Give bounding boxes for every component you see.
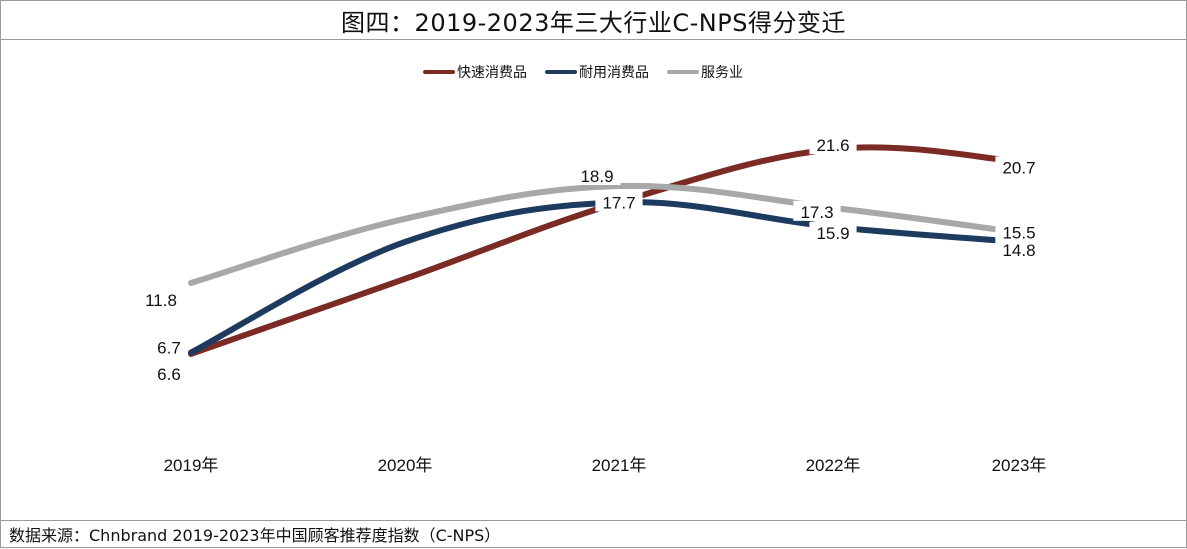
- data-label-bg: [595, 191, 643, 212]
- data-label: 21.6: [816, 136, 849, 155]
- data-label-bg: [150, 362, 188, 383]
- x-axis-ticks: 2019年 2020年 2021年 2022年 2023年: [164, 456, 1047, 475]
- data-label: 15.9: [816, 224, 849, 243]
- chart-title: 图四：2019-2023年三大行业C-NPS得分变迁: [1, 1, 1186, 40]
- data-label: 6.7: [157, 339, 181, 358]
- data-label: 17.7: [602, 193, 635, 212]
- source-note: 数据来源：Chnbrand 2019-2023年中国顾客推荐度指数（C-NPS）: [1, 520, 1186, 547]
- data-label: 14.8: [1002, 241, 1035, 260]
- x-tick-label: 2020年: [378, 456, 433, 475]
- data-label-bg: [995, 238, 1043, 259]
- data-label-bg: [809, 221, 857, 242]
- legend-label: 服务业: [701, 65, 743, 81]
- x-tick-label: 2021年: [592, 456, 647, 475]
- data-label: 6.6: [157, 365, 181, 384]
- data-label-bg: [573, 165, 621, 186]
- series-line: [188, 199, 1022, 356]
- data-label-bg: [995, 221, 1043, 242]
- legend: 快速消费品 耐用消费品 服务业: [423, 65, 743, 81]
- x-tick-label: 2022年: [806, 456, 861, 475]
- data-label: 17.3: [800, 203, 833, 222]
- data-label-bg: [793, 200, 841, 221]
- x-tick-label: 2019年: [164, 456, 219, 475]
- data-label: 15.5: [1002, 223, 1035, 242]
- data-label-bg: [809, 134, 857, 155]
- legend-label: 耐用消费品: [579, 65, 649, 81]
- series-line: [188, 182, 1022, 286]
- data-labels: 6.6 21.6 20.7 6.7 17.7 15.9 14.8 11.8 18.9 17.3 15…: [137, 134, 1043, 384]
- data-label: 20.7: [1002, 158, 1035, 177]
- data-label-bg: [995, 156, 1043, 177]
- legend-label: 快速消费品: [457, 65, 527, 81]
- data-label: 18.9: [580, 167, 613, 186]
- x-tick-label: 2023年: [992, 456, 1047, 475]
- data-label-bg: [150, 336, 188, 357]
- data-label-bg: [137, 288, 185, 309]
- data-label: 11.8: [145, 291, 177, 310]
